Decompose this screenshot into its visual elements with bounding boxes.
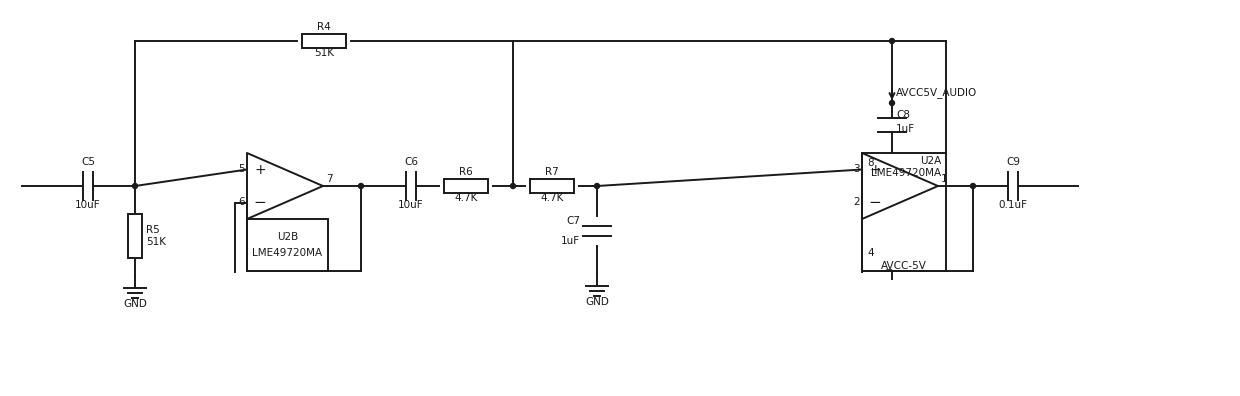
Bar	[529, 179, 574, 193]
Text: C8: C8	[897, 110, 910, 120]
Text: AVCC5V_AUDIO: AVCC5V_AUDIO	[897, 88, 977, 99]
Text: 10uF: 10uF	[76, 200, 100, 210]
Circle shape	[889, 101, 894, 105]
Text: −: −	[254, 195, 267, 210]
Bar	[444, 179, 489, 193]
Bar	[128, 214, 143, 258]
Circle shape	[889, 38, 894, 44]
Text: 10uF: 10uF	[398, 200, 424, 210]
Text: 1: 1	[941, 174, 947, 184]
Text: LME49720MA: LME49720MA	[253, 248, 322, 258]
Circle shape	[971, 183, 976, 188]
Circle shape	[594, 183, 599, 188]
Circle shape	[133, 183, 138, 188]
Text: 7: 7	[326, 174, 332, 184]
Text: C5: C5	[81, 157, 95, 167]
Text: 4.7K: 4.7K	[454, 193, 477, 203]
Bar	[862, 153, 946, 271]
Text: 6: 6	[238, 196, 246, 206]
Text: U2A: U2A	[920, 156, 941, 166]
Text: C7: C7	[565, 216, 580, 226]
Text: 3: 3	[853, 164, 861, 173]
Text: 5: 5	[238, 164, 246, 173]
Text: R4: R4	[317, 22, 331, 32]
Circle shape	[358, 183, 363, 188]
Text: +: +	[869, 162, 880, 177]
Text: 8: 8	[867, 158, 874, 168]
Text: 2: 2	[853, 196, 861, 206]
Circle shape	[511, 183, 516, 188]
Text: 4.7K: 4.7K	[541, 193, 564, 203]
Text: AVCC-5V: AVCC-5V	[882, 261, 928, 271]
Text: 1uF: 1uF	[897, 124, 915, 134]
Text: R6: R6	[459, 167, 472, 177]
Text: 1uF: 1uF	[560, 236, 580, 246]
Text: 51K: 51K	[146, 237, 166, 247]
Text: 0.1uF: 0.1uF	[998, 200, 1028, 210]
Text: 51K: 51K	[314, 48, 334, 58]
Text: R7: R7	[546, 167, 559, 177]
Text: GND: GND	[585, 297, 609, 307]
Bar	[303, 34, 346, 48]
Text: U2B: U2B	[277, 232, 298, 242]
Text: GND: GND	[123, 299, 146, 309]
Bar	[247, 219, 329, 271]
Text: R5: R5	[146, 225, 160, 235]
Text: C6: C6	[404, 157, 418, 167]
Text: 4: 4	[867, 248, 874, 258]
Text: C9: C9	[1006, 157, 1021, 167]
Text: −: −	[869, 195, 882, 210]
Text: LME49720MA: LME49720MA	[870, 168, 941, 178]
Text: +: +	[254, 162, 265, 177]
